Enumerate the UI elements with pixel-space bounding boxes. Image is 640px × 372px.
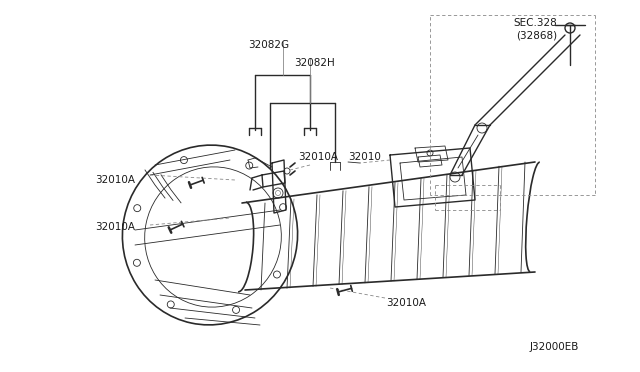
Text: (32868): (32868) <box>516 30 557 40</box>
Text: 32010: 32010 <box>348 152 381 162</box>
Text: 32010A: 32010A <box>95 222 135 232</box>
Text: J32000EB: J32000EB <box>530 342 579 352</box>
Text: 32082G: 32082G <box>248 40 289 50</box>
Text: SEC.328: SEC.328 <box>513 18 557 28</box>
Text: 32010A: 32010A <box>386 298 426 308</box>
Text: 32082H: 32082H <box>294 58 335 68</box>
Text: 32010A: 32010A <box>95 175 135 185</box>
Text: 32010A: 32010A <box>298 152 338 162</box>
